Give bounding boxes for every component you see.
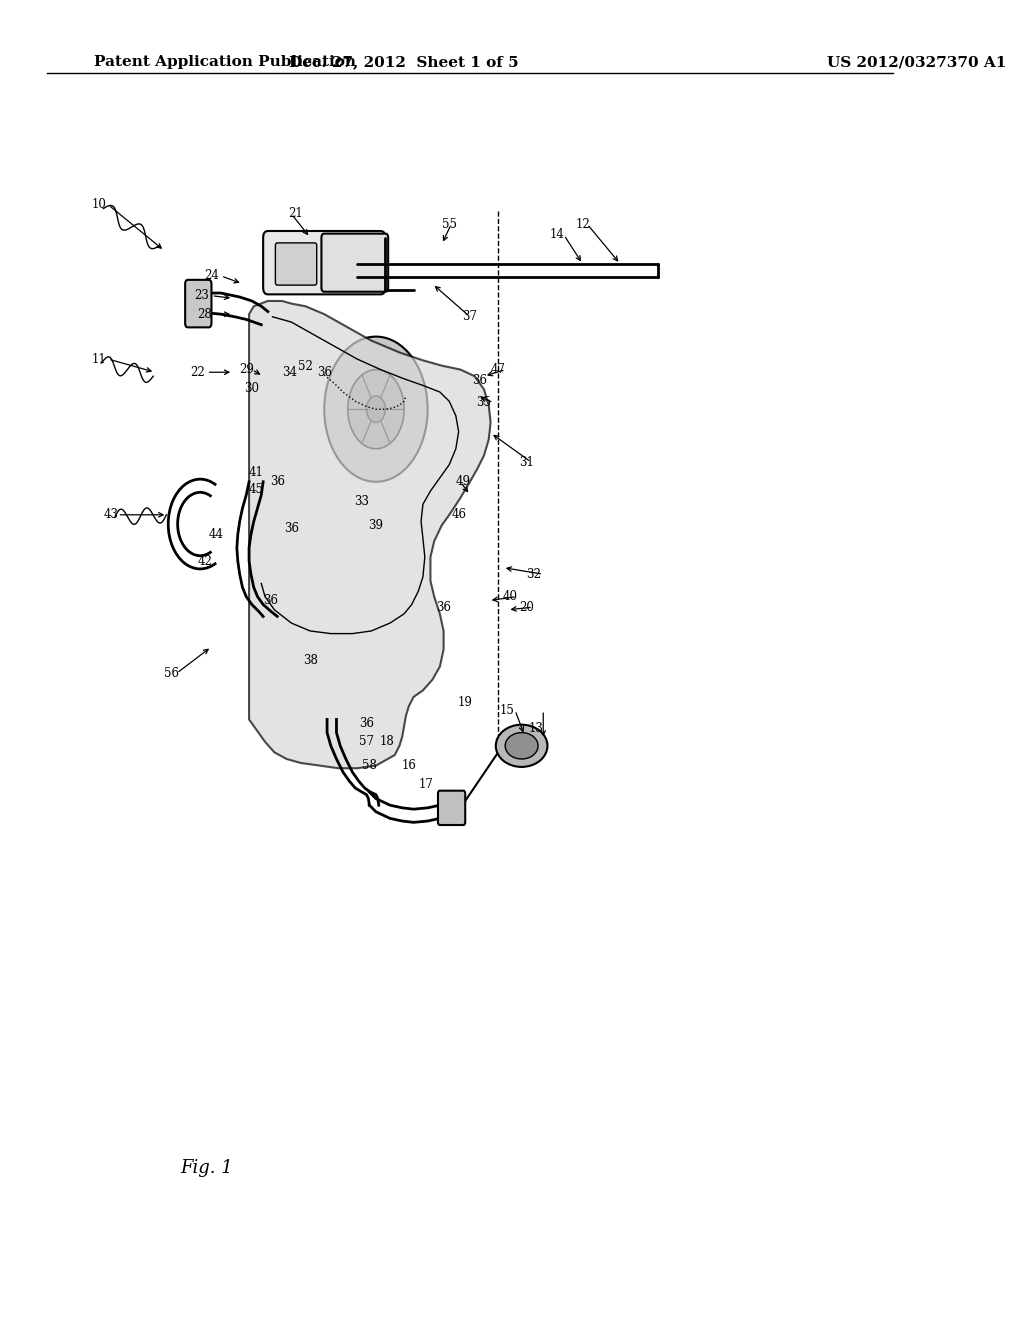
Text: Fig. 1: Fig. 1 (180, 1159, 233, 1177)
Text: 22: 22 (190, 366, 205, 379)
Text: 36: 36 (472, 374, 486, 387)
Text: 32: 32 (526, 568, 542, 581)
Text: 52: 52 (298, 360, 313, 374)
Text: 31: 31 (519, 455, 534, 469)
Text: 36: 36 (436, 601, 452, 614)
Ellipse shape (505, 733, 538, 759)
Text: 40: 40 (503, 590, 518, 603)
Text: 41: 41 (248, 466, 263, 479)
Text: 37: 37 (463, 310, 477, 323)
Text: 20: 20 (519, 601, 534, 614)
Polygon shape (249, 301, 490, 768)
Text: 19: 19 (458, 696, 473, 709)
Text: 17: 17 (419, 777, 433, 791)
Text: 47: 47 (490, 363, 506, 376)
Text: 18: 18 (380, 735, 394, 748)
Text: 29: 29 (239, 363, 254, 376)
Text: 10: 10 (91, 198, 106, 211)
FancyBboxPatch shape (438, 791, 465, 825)
Text: 43: 43 (103, 508, 119, 521)
Text: 42: 42 (198, 554, 212, 568)
Text: 46: 46 (452, 508, 466, 521)
Text: 57: 57 (359, 735, 374, 748)
Text: US 2012/0327370 A1: US 2012/0327370 A1 (827, 55, 1007, 70)
Text: 28: 28 (198, 308, 212, 321)
Text: 12: 12 (575, 218, 590, 231)
Text: 36: 36 (284, 521, 299, 535)
Text: 36: 36 (269, 475, 285, 488)
Text: 15: 15 (500, 704, 515, 717)
Text: 16: 16 (401, 759, 417, 772)
Circle shape (348, 370, 404, 449)
Text: 56: 56 (164, 667, 178, 680)
Text: 36: 36 (359, 717, 374, 730)
Text: 55: 55 (441, 218, 457, 231)
Text: 45: 45 (248, 483, 263, 496)
Text: 36: 36 (316, 366, 332, 379)
Text: 44: 44 (209, 528, 223, 541)
Text: 36: 36 (263, 594, 279, 607)
Circle shape (367, 396, 385, 422)
FancyBboxPatch shape (185, 280, 212, 327)
Text: 35: 35 (476, 396, 492, 409)
Text: Dec. 27, 2012  Sheet 1 of 5: Dec. 27, 2012 Sheet 1 of 5 (290, 55, 519, 70)
Text: Patent Application Publication: Patent Application Publication (94, 55, 356, 70)
Text: 39: 39 (369, 519, 383, 532)
FancyBboxPatch shape (275, 243, 316, 285)
Text: 49: 49 (456, 475, 471, 488)
Ellipse shape (496, 725, 548, 767)
Text: 33: 33 (354, 495, 370, 508)
Text: 14: 14 (550, 228, 565, 242)
Text: 21: 21 (289, 207, 303, 220)
Text: 38: 38 (303, 653, 317, 667)
Text: 24: 24 (204, 269, 219, 282)
Text: 58: 58 (361, 759, 377, 772)
FancyBboxPatch shape (263, 231, 385, 294)
Text: 30: 30 (245, 381, 259, 395)
FancyBboxPatch shape (322, 234, 388, 292)
Text: 23: 23 (195, 289, 210, 302)
Text: 34: 34 (282, 366, 297, 379)
Circle shape (325, 337, 428, 482)
Text: 11: 11 (91, 352, 106, 366)
Text: 13: 13 (528, 722, 543, 735)
